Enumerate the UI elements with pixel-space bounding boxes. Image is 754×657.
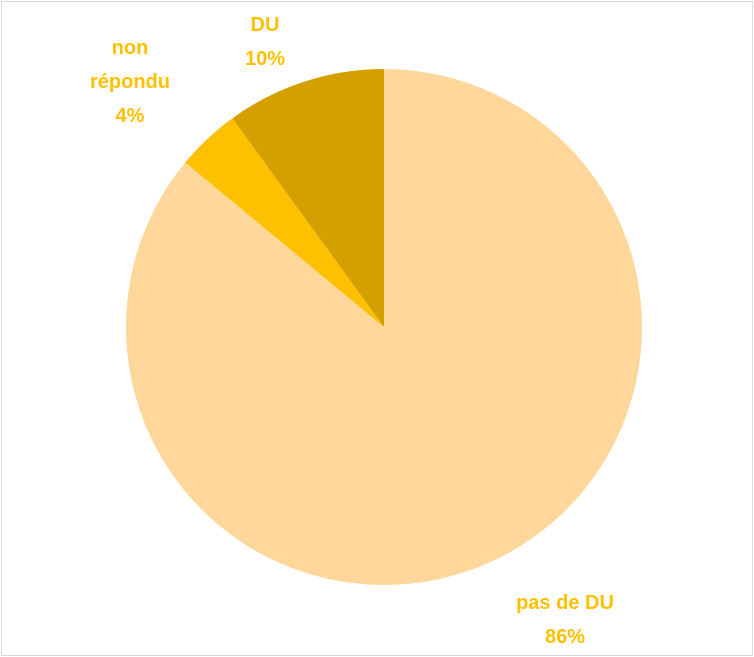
slice-label: DU 10% <box>215 8 315 76</box>
category-name: pas de DU <box>516 592 614 614</box>
value-label: 86% <box>544 626 586 648</box>
slice-label: pas de DU 86% <box>500 586 630 654</box>
pie-slice <box>232 69 384 327</box>
pie-slice <box>125 69 642 585</box>
value-label: 10% <box>244 48 286 70</box>
category-name: DU <box>250 14 280 36</box>
pie-slice <box>185 118 384 327</box>
value-label: 4% <box>115 105 145 127</box>
category-name: non répondu <box>90 37 170 93</box>
slice-label: non répondu 4% <box>80 31 180 133</box>
